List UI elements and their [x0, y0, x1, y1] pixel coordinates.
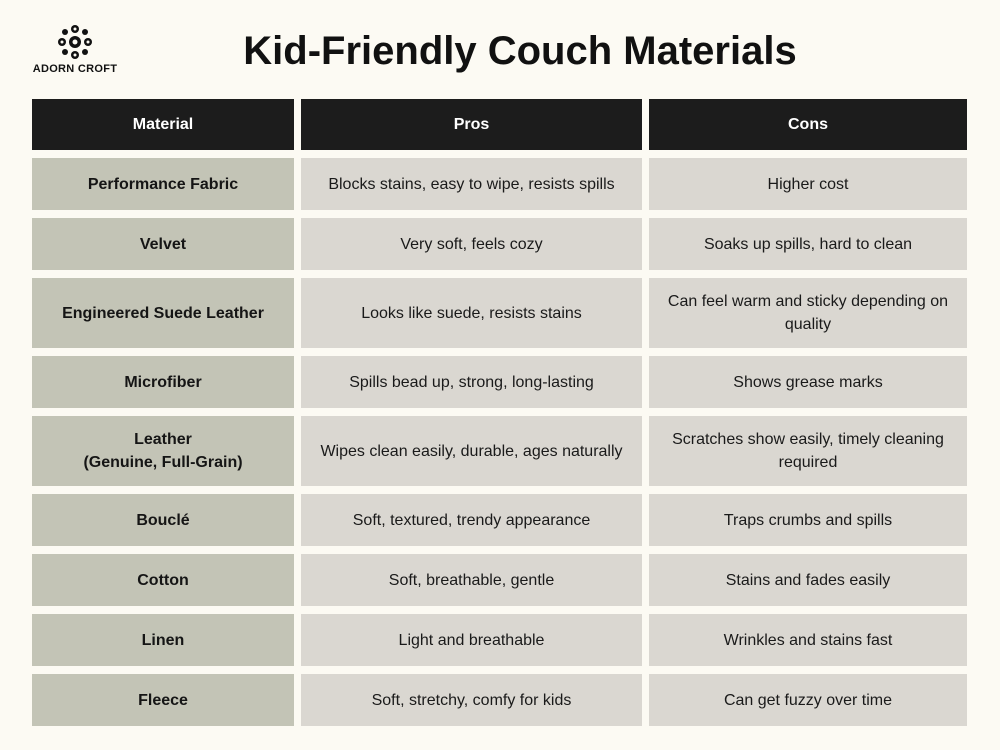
cons-cell: Shows grease marks	[649, 356, 967, 408]
header-pros: Pros	[301, 99, 642, 150]
pros-cell: Soft, textured, trendy appearance	[301, 494, 642, 546]
pros-cell: Blocks stains, easy to wipe, resists spi…	[301, 158, 642, 210]
cons-cell: Traps crumbs and spills	[649, 494, 967, 546]
pros-cell: Soft, breathable, gentle	[301, 554, 642, 606]
ornament-logo-icon	[58, 25, 92, 59]
cons-cell: Stains and fades easily	[649, 554, 967, 606]
cons-cell: Soaks up spills, hard to clean	[649, 218, 967, 270]
material-cell: Velvet	[32, 218, 294, 270]
cons-cell: Wrinkles and stains fast	[649, 614, 967, 666]
material-cell: Linen	[32, 614, 294, 666]
brand-logo: ADORN CROFT	[30, 24, 120, 75]
cons-cell: Can feel warm and sticky depending on qu…	[649, 278, 967, 348]
cons-cell: Can get fuzzy over time	[649, 674, 967, 726]
material-cell: Fleece	[32, 674, 294, 726]
header-material: Material	[32, 99, 294, 150]
header-cons: Cons	[649, 99, 967, 150]
material-cell: Microfiber	[32, 356, 294, 408]
material-cell: Leather (Genuine, Full-Grain)	[32, 416, 294, 486]
materials-table: Material Pros Cons Performance Fabric Bl…	[32, 99, 967, 726]
material-subtitle: (Genuine, Full-Grain)	[83, 454, 243, 471]
cons-cell: Higher cost	[649, 158, 967, 210]
cons-cell: Scratches show easily, timely cleaning r…	[649, 416, 967, 486]
material-cell: Cotton	[32, 554, 294, 606]
pros-cell: Spills bead up, strong, long-lasting	[301, 356, 642, 408]
page-title: Kid-Friendly Couch Materials	[243, 29, 797, 73]
pros-cell: Very soft, feels cozy	[301, 218, 642, 270]
pros-cell: Light and breathable	[301, 614, 642, 666]
material-name: Leather	[134, 431, 192, 448]
material-cell: Engineered Suede Leather	[32, 278, 294, 348]
material-cell: Bouclé	[32, 494, 294, 546]
pros-cell: Soft, stretchy, comfy for kids	[301, 674, 642, 726]
brand-name: ADORN CROFT	[32, 63, 118, 75]
pros-cell: Wipes clean easily, durable, ages natura…	[301, 416, 642, 486]
material-cell: Performance Fabric	[32, 158, 294, 210]
pros-cell: Looks like suede, resists stains	[301, 278, 642, 348]
